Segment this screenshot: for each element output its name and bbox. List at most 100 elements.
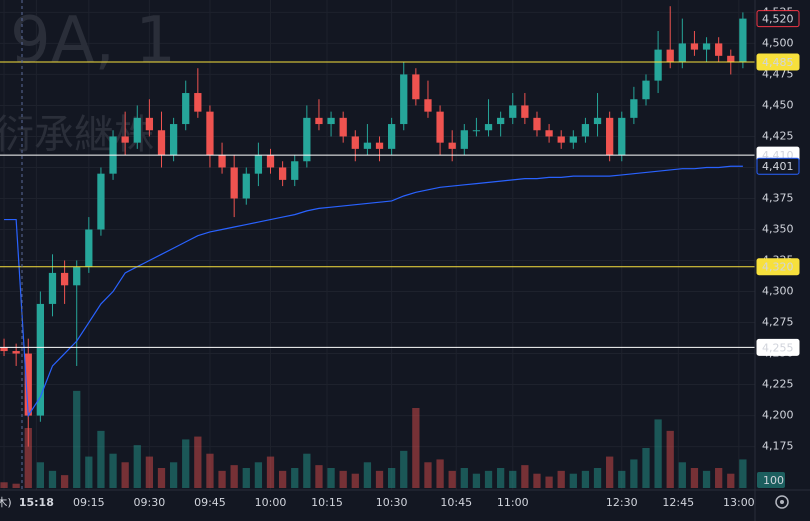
price-label-box — [756, 53, 800, 71]
volume-bar — [315, 465, 323, 488]
volume-bar — [303, 453, 311, 488]
volume-bar — [436, 459, 444, 488]
candle-body — [678, 43, 686, 63]
candle-body — [702, 43, 711, 50]
x-tick-label: 10:45 — [440, 496, 472, 509]
candle-body — [254, 155, 263, 174]
volume-bar — [545, 476, 553, 488]
y-tick-label: 4,175 — [762, 440, 794, 453]
volume-label-box — [757, 472, 785, 488]
candle-body — [303, 117, 311, 162]
price-label: 4,255 — [762, 341, 794, 354]
candle-body — [73, 266, 81, 286]
volume-bar — [182, 439, 190, 488]
volume-label: 100 — [763, 474, 784, 487]
volume-bar — [702, 470, 711, 488]
candle-body — [145, 117, 154, 131]
candle-body — [642, 80, 650, 100]
volume-bar — [145, 456, 154, 488]
y-tick-label: 4,500 — [762, 36, 794, 49]
candle-body — [690, 43, 699, 50]
x-tick-label: 10:00 — [255, 496, 287, 509]
candle-body — [521, 105, 529, 118]
volume-bar — [363, 462, 372, 488]
candle-body — [242, 173, 250, 199]
volume-bar — [218, 470, 226, 488]
candle-body — [387, 124, 396, 149]
volume-bar — [24, 428, 32, 488]
candle-body — [509, 105, 517, 118]
y-tick-label: 4,425 — [762, 129, 794, 142]
volume-bar — [521, 465, 529, 488]
x-tick-label: 11:00 — [497, 496, 529, 509]
vwap-line — [4, 165, 743, 418]
x-tick-label: 09:45 — [194, 496, 226, 509]
y-tick-label: 4,450 — [762, 98, 794, 111]
volume-bar — [606, 456, 614, 488]
watermark-symbol: 9A, 1 — [10, 4, 176, 78]
y-tick-label: 4,350 — [762, 222, 794, 235]
y-tick-label: 4,375 — [762, 191, 794, 204]
volume-bar — [739, 459, 747, 488]
candle-body — [727, 55, 735, 63]
volume-bar — [678, 462, 686, 488]
axes: 4,5254,5004,4754,4504,4254,4004,3754,350… — [0, 5, 800, 509]
candle-body — [630, 99, 638, 118]
candle-body — [169, 124, 178, 156]
candle-body — [666, 49, 674, 63]
volume-bar — [291, 468, 299, 488]
watermark-name: 衍承継株 — [0, 112, 154, 158]
x-tick-label: 13:00 — [723, 496, 755, 509]
candle-body — [497, 117, 505, 125]
candle-body — [157, 130, 166, 156]
candle-body — [557, 136, 565, 143]
volume-bar — [12, 483, 20, 488]
volume-bar — [557, 470, 565, 488]
volume-bar — [327, 468, 335, 488]
price-label: 4,520 — [762, 13, 794, 26]
candle-body — [97, 173, 105, 230]
candle-body — [218, 155, 226, 168]
volume-bar — [642, 448, 650, 488]
candle-body — [715, 43, 723, 56]
price-label-box — [756, 338, 800, 356]
volume-bar — [36, 462, 45, 488]
volume — [0, 390, 747, 488]
volume-bar — [194, 436, 202, 488]
volume-bar — [351, 473, 359, 488]
y-tick-label: 4,200 — [762, 409, 794, 422]
candle-body — [291, 161, 299, 180]
candle-body — [375, 142, 384, 149]
x-tick-label: 10:30 — [376, 496, 408, 509]
price-label: 4,401 — [762, 160, 794, 173]
volume-bar — [424, 462, 432, 488]
volume-bar — [339, 470, 347, 488]
x-tick-label: 12:45 — [662, 496, 694, 509]
volume-bar — [206, 453, 214, 488]
candle-body — [36, 303, 45, 416]
plot — [0, 6, 755, 447]
candle-body — [278, 167, 287, 180]
candle-body — [12, 351, 20, 354]
volume-bar — [121, 462, 129, 488]
volume-bar — [690, 468, 699, 488]
candle-body — [739, 18, 747, 63]
candle-body — [581, 124, 590, 137]
candle-body — [460, 130, 468, 149]
settings-icon[interactable] — [775, 495, 789, 509]
volume-bar — [133, 445, 141, 488]
price-label: 4,485 — [762, 56, 794, 69]
volume-bar — [375, 470, 384, 488]
grid — [0, 0, 755, 490]
y-tick-label: 4,225 — [762, 378, 794, 391]
volume-bar — [254, 462, 263, 488]
volume-bar — [509, 470, 517, 488]
x-tick-label: 09:30 — [134, 496, 166, 509]
volume-bar — [460, 468, 468, 488]
candle-body — [327, 117, 335, 125]
candle-body — [569, 136, 577, 143]
candle-body — [424, 99, 432, 112]
candle-body — [593, 117, 602, 125]
volume-bar — [630, 459, 638, 488]
